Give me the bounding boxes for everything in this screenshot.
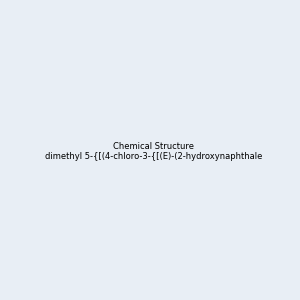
Text: Chemical Structure
dimethyl 5-{[(4-chloro-3-{[(E)-(2-hydroxynaphthale: Chemical Structure dimethyl 5-{[(4-chlor… [45,142,262,161]
